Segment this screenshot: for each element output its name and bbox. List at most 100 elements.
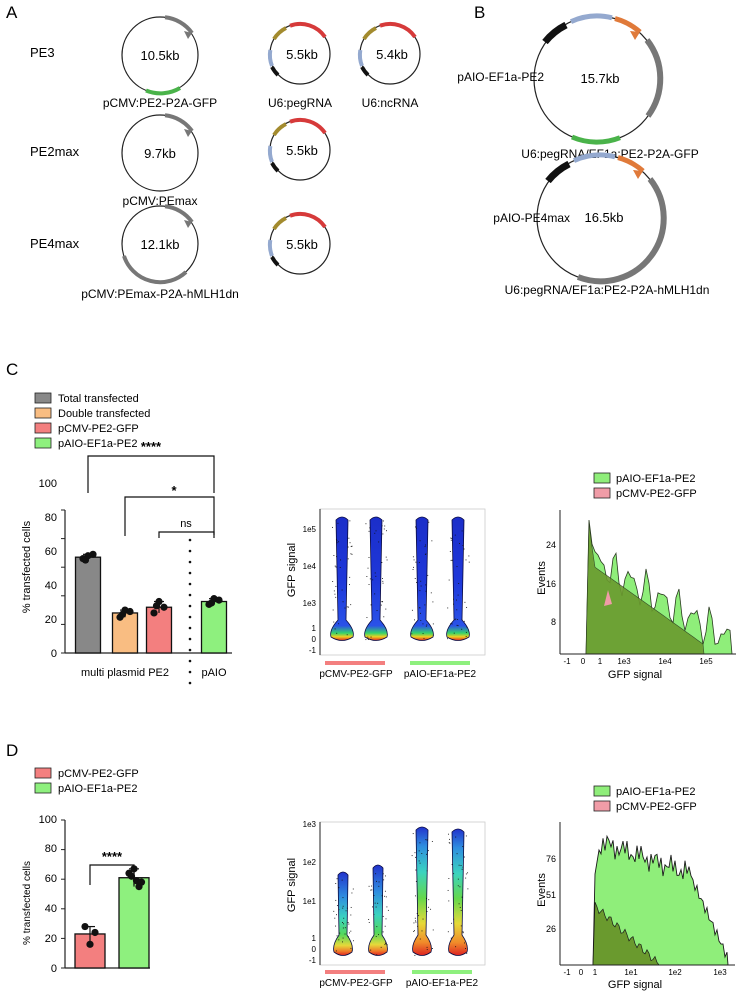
event-dot — [366, 617, 367, 618]
event-dot — [413, 833, 414, 834]
data-point — [82, 556, 89, 563]
y-tick-label: -1 — [309, 646, 317, 655]
event-dot — [370, 578, 371, 579]
event-dot — [336, 539, 337, 540]
event-dot — [338, 541, 339, 542]
event-dot — [465, 948, 466, 949]
y-tick-label: 1 — [312, 934, 317, 943]
y-tick-label: 60 — [45, 873, 57, 885]
event-dot — [351, 546, 352, 547]
event-dot — [386, 530, 387, 531]
event-dot — [432, 948, 433, 949]
event-dot — [350, 553, 351, 554]
histogram-d: pAIO-EF1a-PE2 pCMV-PE2-GFP Events 76 51 … — [536, 786, 735, 991]
event-dot — [417, 926, 418, 927]
y-tick-label: 1e2 — [303, 858, 317, 867]
event-dot — [432, 601, 433, 602]
plasmid-pegrna-pe2max: 5.5kb — [270, 120, 330, 180]
event-dot — [338, 887, 339, 888]
event-dot — [368, 919, 369, 920]
panel-letter-d: D — [6, 741, 18, 760]
event-dot — [373, 914, 374, 915]
event-dot — [453, 919, 454, 920]
event-dot — [466, 627, 467, 628]
event-dot — [449, 843, 450, 844]
data-point — [91, 929, 98, 936]
event-dot — [461, 629, 462, 630]
density-violins — [331, 517, 470, 641]
density-shape — [447, 517, 470, 641]
event-dot — [338, 909, 339, 910]
y-ticks: 0 20 40 60 80 100 — [39, 478, 57, 660]
data-point — [126, 608, 133, 615]
event-dot — [450, 538, 451, 539]
plasmid-name: U6:pegRNA — [268, 96, 332, 110]
event-dot — [348, 922, 349, 923]
event-dot — [448, 878, 449, 879]
event-dot — [370, 890, 371, 891]
histogram-areas — [593, 836, 728, 965]
event-dot — [332, 527, 333, 528]
x-group-label: pCMV-PE2-GFP — [319, 978, 393, 989]
event-dot — [343, 906, 344, 907]
bars — [75, 865, 149, 968]
event-dot — [461, 925, 462, 926]
event-dot — [345, 927, 346, 928]
plasmid-name: pCMV:PE2-P2A-GFP — [103, 96, 217, 110]
x-tick-label: 1 — [598, 657, 603, 666]
legend-swatch-paio — [35, 783, 51, 793]
divider-dot — [189, 616, 192, 619]
y-tick-label: 1e5 — [303, 525, 317, 534]
divider-dot — [189, 605, 192, 608]
density-shape — [411, 517, 434, 641]
event-dot — [368, 568, 369, 569]
event-dot — [335, 926, 336, 927]
y-tick-label: 0 — [312, 945, 317, 954]
event-dot — [375, 576, 376, 577]
event-dot — [415, 895, 416, 896]
event-dot — [342, 922, 343, 923]
x-tick-label: 1e5 — [699, 657, 713, 666]
legend-swatch-pcmv — [594, 488, 610, 498]
y-tick-label: 51 — [546, 890, 556, 900]
y-axis-label: GFP signal — [286, 858, 298, 912]
event-dot — [424, 604, 425, 605]
sig-label-ns: ns — [180, 518, 192, 530]
data-point — [150, 609, 157, 616]
event-dot — [416, 528, 417, 529]
panel-letter-b: B — [474, 3, 485, 22]
event-dot — [421, 853, 422, 854]
event-dot — [425, 554, 426, 555]
group-bar-paio — [412, 970, 472, 974]
event-dot — [334, 594, 335, 595]
event-dot — [376, 907, 377, 908]
sig-label-*: * — [171, 483, 177, 498]
plasmid-size: 12.1kb — [140, 237, 179, 252]
event-dot — [460, 907, 461, 908]
event-dot — [385, 891, 386, 892]
panel-letter-c: C — [6, 360, 18, 379]
event-dot — [375, 573, 376, 574]
event-dot — [347, 908, 348, 909]
event-dot — [350, 915, 351, 916]
event-dot — [459, 865, 460, 866]
event-dot — [371, 886, 372, 887]
event-dot — [342, 908, 343, 909]
event-dot — [377, 610, 378, 611]
event-dot — [453, 604, 454, 605]
event-dot — [351, 948, 352, 949]
y-tick-label: 100 — [39, 478, 57, 490]
divider-dot — [189, 539, 192, 542]
event-dot — [433, 635, 434, 636]
legend-swatch-total — [35, 393, 51, 403]
event-dot — [387, 560, 388, 561]
event-dot — [453, 873, 454, 874]
event-dot — [453, 599, 454, 600]
event-dot — [376, 530, 377, 531]
event-dot — [415, 918, 416, 919]
event-dot — [378, 886, 379, 887]
event-dot — [466, 836, 467, 837]
bracket-total-vs-paio — [88, 456, 214, 493]
event-dot — [425, 839, 426, 840]
divider-dot — [189, 594, 192, 597]
